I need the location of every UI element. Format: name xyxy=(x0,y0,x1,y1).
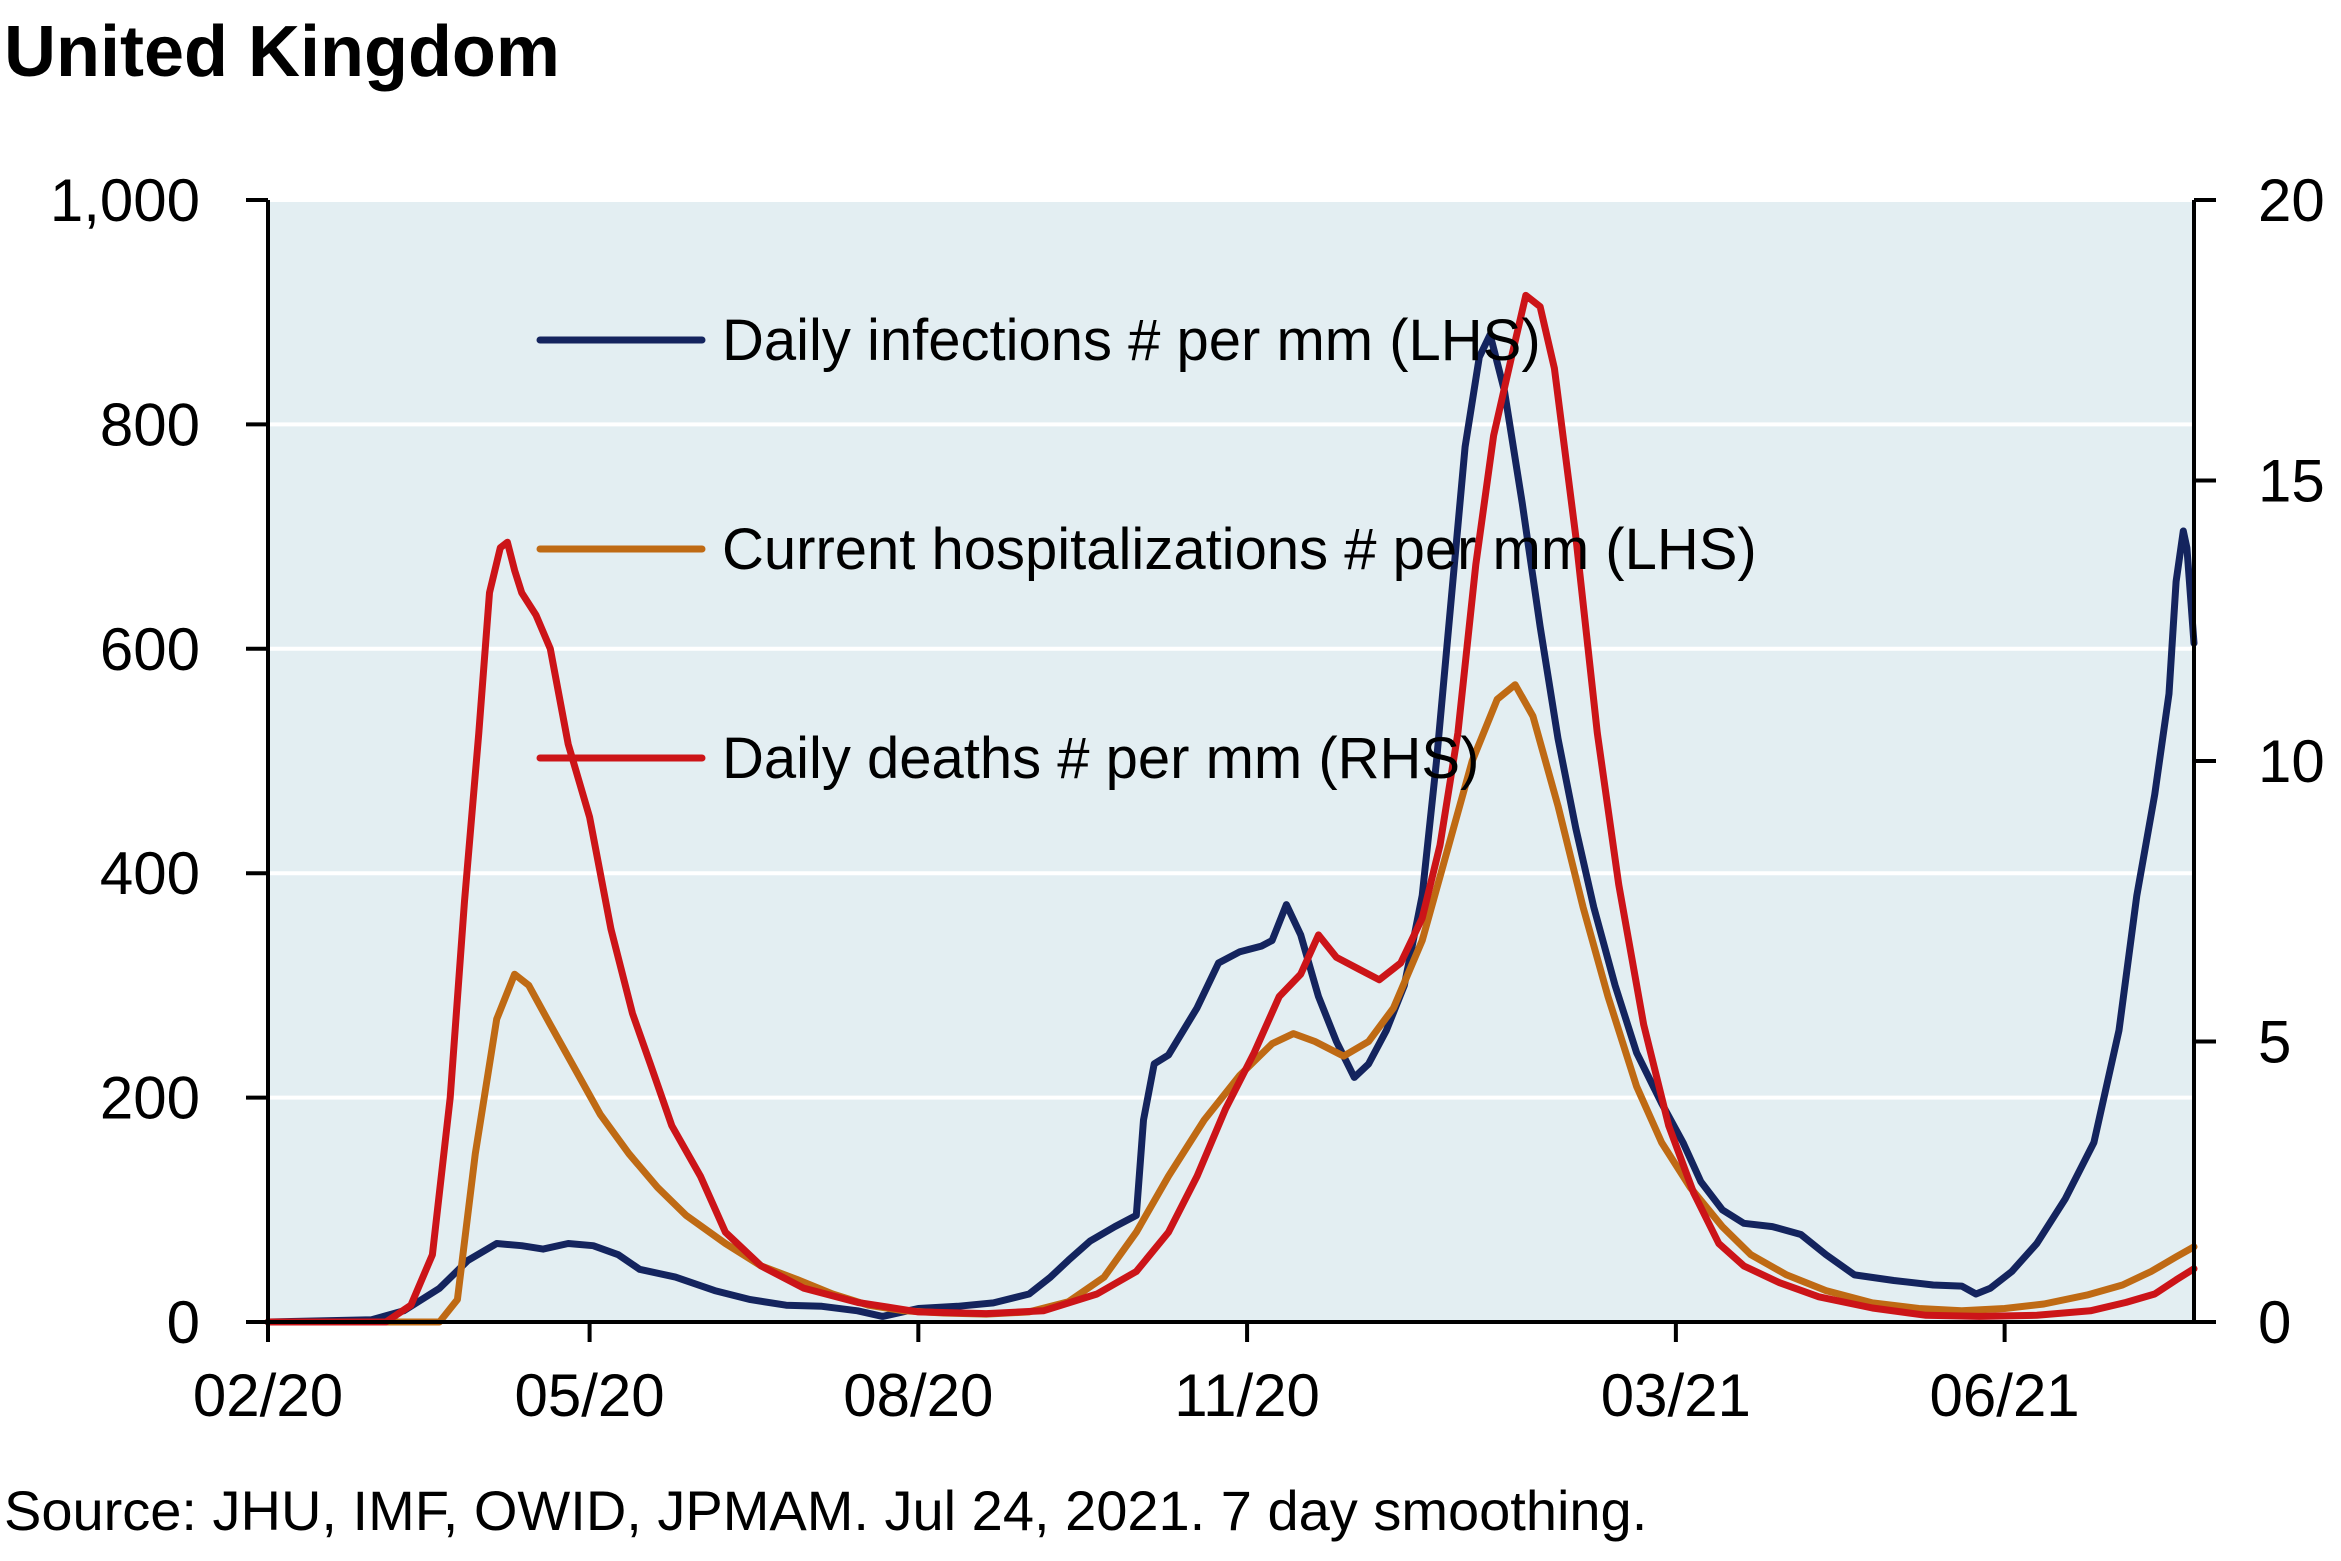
series-line-deaths xyxy=(264,291,2198,1326)
right-axis-tick-label: 10 xyxy=(2258,728,2325,795)
left-axis-tick-label: 1,000 xyxy=(50,167,200,234)
right-axis-tick-label: 20 xyxy=(2258,167,2325,234)
legend: Daily infections # per mm (LHS) Current h… xyxy=(536,308,1757,791)
left-axis-tick-label: 800 xyxy=(100,391,200,458)
series-line-hospitalizations xyxy=(264,681,2198,1326)
left-axis-tick-label: 400 xyxy=(100,840,200,907)
legend-label-infections: Daily infections # per mm (LHS) xyxy=(722,308,1541,373)
x-axis-tick-label: 02/20 xyxy=(193,1362,343,1429)
left-axis-tick-label: 0 xyxy=(167,1289,200,1356)
right-axis-tick-label: 5 xyxy=(2258,1009,2291,1076)
x-axis-tick-label: 03/21 xyxy=(1601,1362,1751,1429)
chart-title: United Kingdom xyxy=(4,12,560,92)
source-note: Source: JHU, IMF, OWID, JPMAM. Jul 24, 2… xyxy=(4,1479,1648,1542)
series-lines xyxy=(264,291,2198,1326)
axes: 0 200 400 600 800 1,000 0 5 10 15 20 02/20 05/20 08/2… xyxy=(50,167,2325,1429)
x-axis-tick-label: 08/20 xyxy=(843,1362,993,1429)
right-axis-tick-label: 0 xyxy=(2258,1289,2291,1356)
left-axis-tick-label: 200 xyxy=(100,1065,200,1132)
x-axis-tick-label: 05/20 xyxy=(515,1362,665,1429)
legend-label-hospitalizations: Current hospitalizations # per mm (LHS) xyxy=(722,517,1757,582)
series-line-infections xyxy=(264,331,2198,1326)
right-axis-tick-label: 15 xyxy=(2258,448,2325,515)
x-axis-tick-label: 11/20 xyxy=(1174,1362,1320,1429)
x-axis-tick-label: 06/21 xyxy=(1930,1362,2080,1429)
legend-label-deaths: Daily deaths # per mm (RHS) xyxy=(722,726,1479,791)
left-axis-tick-label: 600 xyxy=(100,616,200,683)
